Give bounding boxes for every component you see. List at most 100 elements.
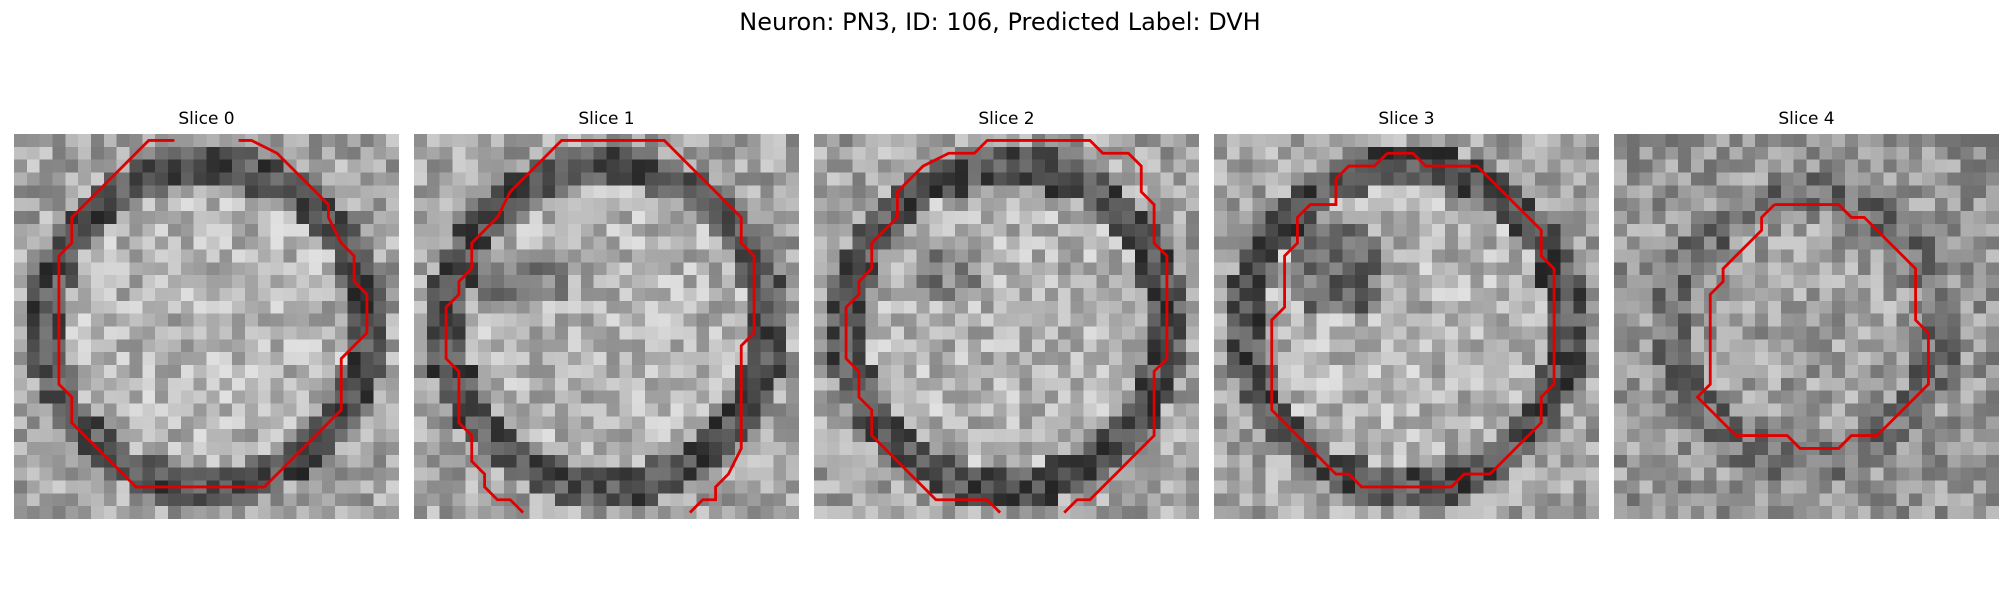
pixel <box>206 300 220 314</box>
pixel <box>1006 300 1020 314</box>
pixel <box>1768 236 1782 250</box>
pixel <box>529 275 543 289</box>
pixel <box>232 442 246 456</box>
pixel <box>1457 223 1471 237</box>
pixel <box>1445 172 1459 186</box>
pixel <box>1096 223 1110 237</box>
pixel <box>257 339 271 353</box>
pixel <box>296 223 310 237</box>
pixel <box>968 211 982 225</box>
pixel <box>865 172 879 186</box>
pixel <box>542 223 556 237</box>
pixel <box>1845 493 1859 507</box>
pixel <box>65 185 79 199</box>
pixel <box>491 467 505 481</box>
pixel <box>1986 339 1999 353</box>
pixel <box>193 313 207 327</box>
pixel <box>129 352 143 366</box>
pixel <box>1832 159 1846 173</box>
pixel <box>1560 429 1574 443</box>
pixel <box>657 352 671 366</box>
pixel <box>1134 429 1148 443</box>
pixel <box>980 467 994 481</box>
pixel <box>916 211 930 225</box>
pixel <box>955 416 969 430</box>
pixel <box>542 390 556 404</box>
pixel <box>1960 506 1974 519</box>
pixel <box>1960 275 1974 289</box>
pixel <box>709 275 723 289</box>
pixel <box>1432 454 1446 468</box>
pixel <box>1329 493 1343 507</box>
pixel <box>1057 236 1071 250</box>
pixel <box>39 365 53 379</box>
pixel <box>1806 326 1820 340</box>
pixel <box>296 249 310 263</box>
pixel <box>1729 480 1743 494</box>
pixel <box>1342 211 1356 225</box>
pixel <box>155 365 169 379</box>
pixel <box>373 416 387 430</box>
pixel <box>1832 288 1846 302</box>
pixel <box>1032 300 1046 314</box>
pixel <box>606 352 620 366</box>
pixel <box>993 352 1007 366</box>
pixel <box>296 275 310 289</box>
pixel <box>116 249 130 263</box>
pixel <box>1096 352 1110 366</box>
pixel <box>1045 352 1059 366</box>
pixel <box>219 442 233 456</box>
pixel <box>760 288 774 302</box>
pixel <box>142 326 156 340</box>
pixel <box>955 454 969 468</box>
pixel <box>1626 172 1640 186</box>
pixel <box>1316 339 1330 353</box>
pixel <box>1922 506 1936 519</box>
pixel <box>1742 352 1756 366</box>
pixel <box>1806 211 1820 225</box>
pixel <box>373 506 387 519</box>
pixel <box>426 326 440 340</box>
pixel <box>1883 429 1897 443</box>
pixel <box>1173 442 1187 456</box>
pixel <box>283 211 297 225</box>
pixel <box>322 313 336 327</box>
pixel <box>206 442 220 456</box>
pixel <box>773 223 787 237</box>
pixel <box>206 159 220 173</box>
pixel <box>245 352 259 366</box>
pixel <box>503 262 517 276</box>
pixel <box>1147 134 1161 148</box>
pixel <box>1226 467 1240 481</box>
pixel <box>1586 454 1599 468</box>
pixel <box>39 416 53 430</box>
pixel <box>1291 493 1305 507</box>
pixel <box>219 493 233 507</box>
pixel <box>142 352 156 366</box>
pixel <box>245 467 259 481</box>
pixel <box>52 480 66 494</box>
pixel <box>129 134 143 148</box>
pixel <box>1160 134 1174 148</box>
pixel <box>1986 223 1999 237</box>
pixel <box>903 416 917 430</box>
pixel <box>1419 506 1433 519</box>
pixel <box>1870 146 1884 160</box>
pixel <box>968 236 982 250</box>
pixel <box>1045 326 1059 340</box>
pixel <box>878 159 892 173</box>
pixel <box>1560 339 1574 353</box>
pixel <box>1045 377 1059 391</box>
pixel <box>478 159 492 173</box>
pixel <box>334 467 348 481</box>
pixel <box>1342 134 1356 148</box>
pixel <box>1470 262 1484 276</box>
pixel <box>1252 134 1266 148</box>
pixel <box>65 275 79 289</box>
pixel <box>1432 403 1446 417</box>
pixel <box>516 198 530 212</box>
pixel <box>129 326 143 340</box>
slice-1-contour <box>444 139 756 514</box>
pixel <box>993 403 1007 417</box>
pixel <box>270 377 284 391</box>
